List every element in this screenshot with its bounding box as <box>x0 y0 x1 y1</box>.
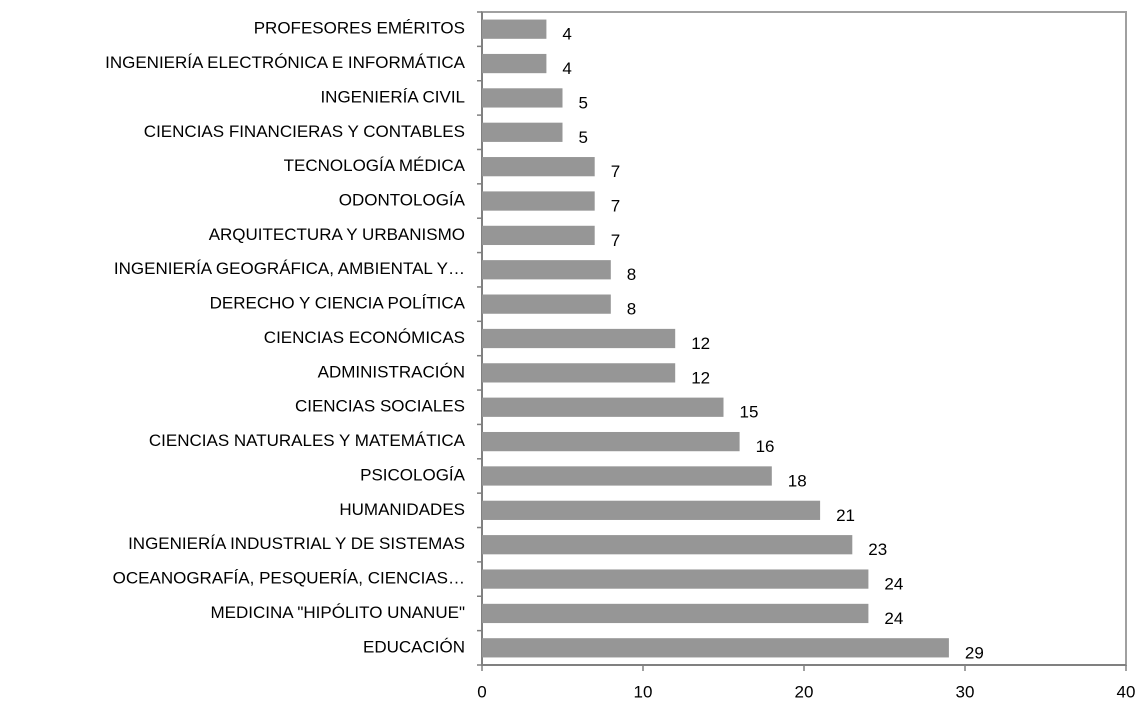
y-tick-label: DERECHO Y CIENCIA POLÍTICA <box>210 294 466 313</box>
y-tick-label: EDUCACIÓN <box>363 637 465 656</box>
y-tick-label: CIENCIAS SOCIALES <box>295 397 465 416</box>
x-tick-label: 10 <box>634 682 653 701</box>
bar <box>482 431 740 452</box>
y-tick-label: PROFESORES EMÉRITOS <box>254 19 465 38</box>
y-tick-label: CIENCIAS NATURALES Y MATEMÁTICA <box>149 431 466 450</box>
x-tick-label: 40 <box>1117 682 1136 701</box>
value-label: 7 <box>611 162 620 181</box>
value-label: 24 <box>884 575 903 594</box>
bar <box>482 19 547 39</box>
bar <box>482 569 869 589</box>
bar <box>482 638 949 658</box>
bar <box>482 397 724 417</box>
bar <box>482 53 547 74</box>
bar <box>482 157 595 177</box>
value-label: 4 <box>562 59 571 78</box>
value-label: 7 <box>611 231 620 250</box>
value-label: 12 <box>691 334 710 353</box>
bar <box>482 225 595 246</box>
y-tick-label: ADMINISTRACIÓN <box>318 362 465 381</box>
y-tick-label: INGENIERÍA CIVIL <box>320 87 465 106</box>
value-label: 8 <box>627 265 636 284</box>
bar <box>482 466 772 486</box>
value-label: 16 <box>756 437 775 456</box>
x-tick-label: 20 <box>795 682 814 701</box>
x-tick-label: 0 <box>477 682 486 701</box>
y-tick-label: HUMANIDADES <box>339 500 465 519</box>
value-label: 8 <box>627 300 636 319</box>
bar <box>482 260 611 280</box>
value-label: 5 <box>579 93 588 112</box>
bar <box>482 363 676 383</box>
y-tick-label: ARQUITECTURA Y URBANISMO <box>209 225 465 244</box>
value-label: 18 <box>788 471 807 490</box>
y-tick-label: MEDICINA "HIPÓLITO UNANUE" <box>210 603 465 622</box>
bar <box>482 191 595 211</box>
bar <box>482 122 563 142</box>
value-label: 21 <box>836 506 855 525</box>
y-tick-label: INGENIERÍA GEOGRÁFICA, AMBIENTAL Y… <box>114 259 465 278</box>
y-tick-label: OCEANOGRAFÍA, PESQUERÍA, CIENCIAS… <box>113 569 465 588</box>
value-label: 15 <box>740 403 759 422</box>
y-tick-label: CIENCIAS FINANCIERAS Y CONTABLES <box>144 122 465 141</box>
y-tick-label: TECNOLOGÍA MÉDICA <box>284 156 466 175</box>
value-label: 23 <box>868 540 887 559</box>
y-tick-label: INGENIERÍA ELECTRÓNICA E INFORMÁTICA <box>105 53 466 72</box>
y-tick-label: CIENCIAS ECONÓMICAS <box>264 328 465 347</box>
bar <box>482 328 676 349</box>
y-tick-label: INGENIERÍA INDUSTRIAL Y DE SISTEMAS <box>128 534 465 553</box>
x-tick-label: 30 <box>956 682 975 701</box>
bar <box>482 294 611 314</box>
value-label: 12 <box>691 368 710 387</box>
y-tick-label: PSICOLOGÍA <box>360 465 466 484</box>
value-label: 4 <box>562 25 571 44</box>
bar <box>482 535 853 555</box>
value-label: 29 <box>965 643 984 662</box>
bar <box>482 88 563 108</box>
value-label: 24 <box>884 609 903 628</box>
value-label: 5 <box>579 128 588 147</box>
bar <box>482 603 869 624</box>
value-label: 7 <box>611 197 620 216</box>
bar <box>482 500 821 520</box>
y-tick-label: ODONTOLOGÍA <box>339 191 466 210</box>
